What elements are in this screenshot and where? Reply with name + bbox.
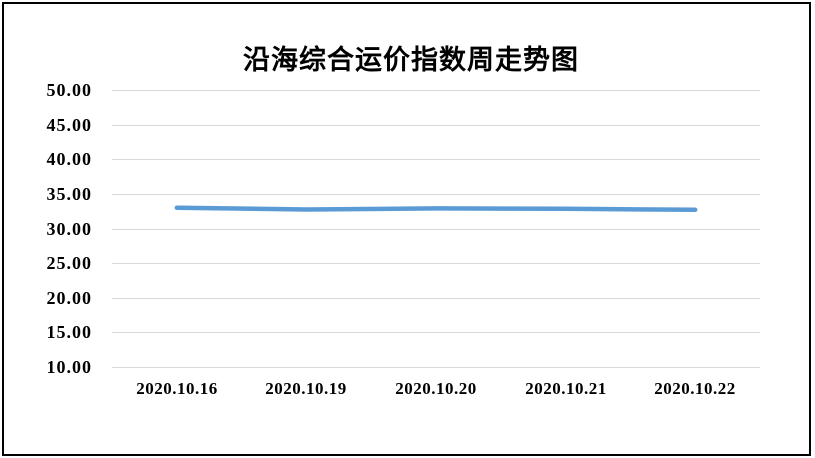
gridline <box>112 367 760 368</box>
gridline <box>112 263 760 264</box>
y-axis-tick-label: 20.00 <box>46 288 92 308</box>
chart-title: 沿海综合运价指数周走势图 <box>243 45 579 75</box>
gridline <box>112 90 760 91</box>
y-axis-tick-label: 40.00 <box>46 149 92 169</box>
freight-index-line <box>174 205 698 213</box>
y-axis-tick-label: 25.00 <box>46 253 92 273</box>
x-axis-tick-label: 2020.10.19 <box>265 379 347 398</box>
y-axis-tick-label: 15.00 <box>46 322 92 342</box>
x-axis-tick-label: 2020.10.20 <box>395 379 477 398</box>
gridline <box>112 194 760 195</box>
y-axis-tick-label: 35.00 <box>46 184 92 204</box>
x-axis-tick-label: 2020.10.16 <box>136 379 218 398</box>
gridline <box>112 298 760 299</box>
y-axis-tick-label: 30.00 <box>46 219 92 239</box>
gridline <box>112 159 760 160</box>
gridline <box>112 125 760 126</box>
y-axis-tick-label: 45.00 <box>46 115 92 135</box>
x-axis-tick-label: 2020.10.21 <box>525 379 607 398</box>
y-axis-tick-label: 10.00 <box>46 357 92 377</box>
y-axis-tick-label: 50.00 <box>46 80 92 100</box>
gridline <box>112 332 760 333</box>
gridline <box>112 229 760 230</box>
x-axis-tick-label: 2020.10.22 <box>654 379 736 398</box>
